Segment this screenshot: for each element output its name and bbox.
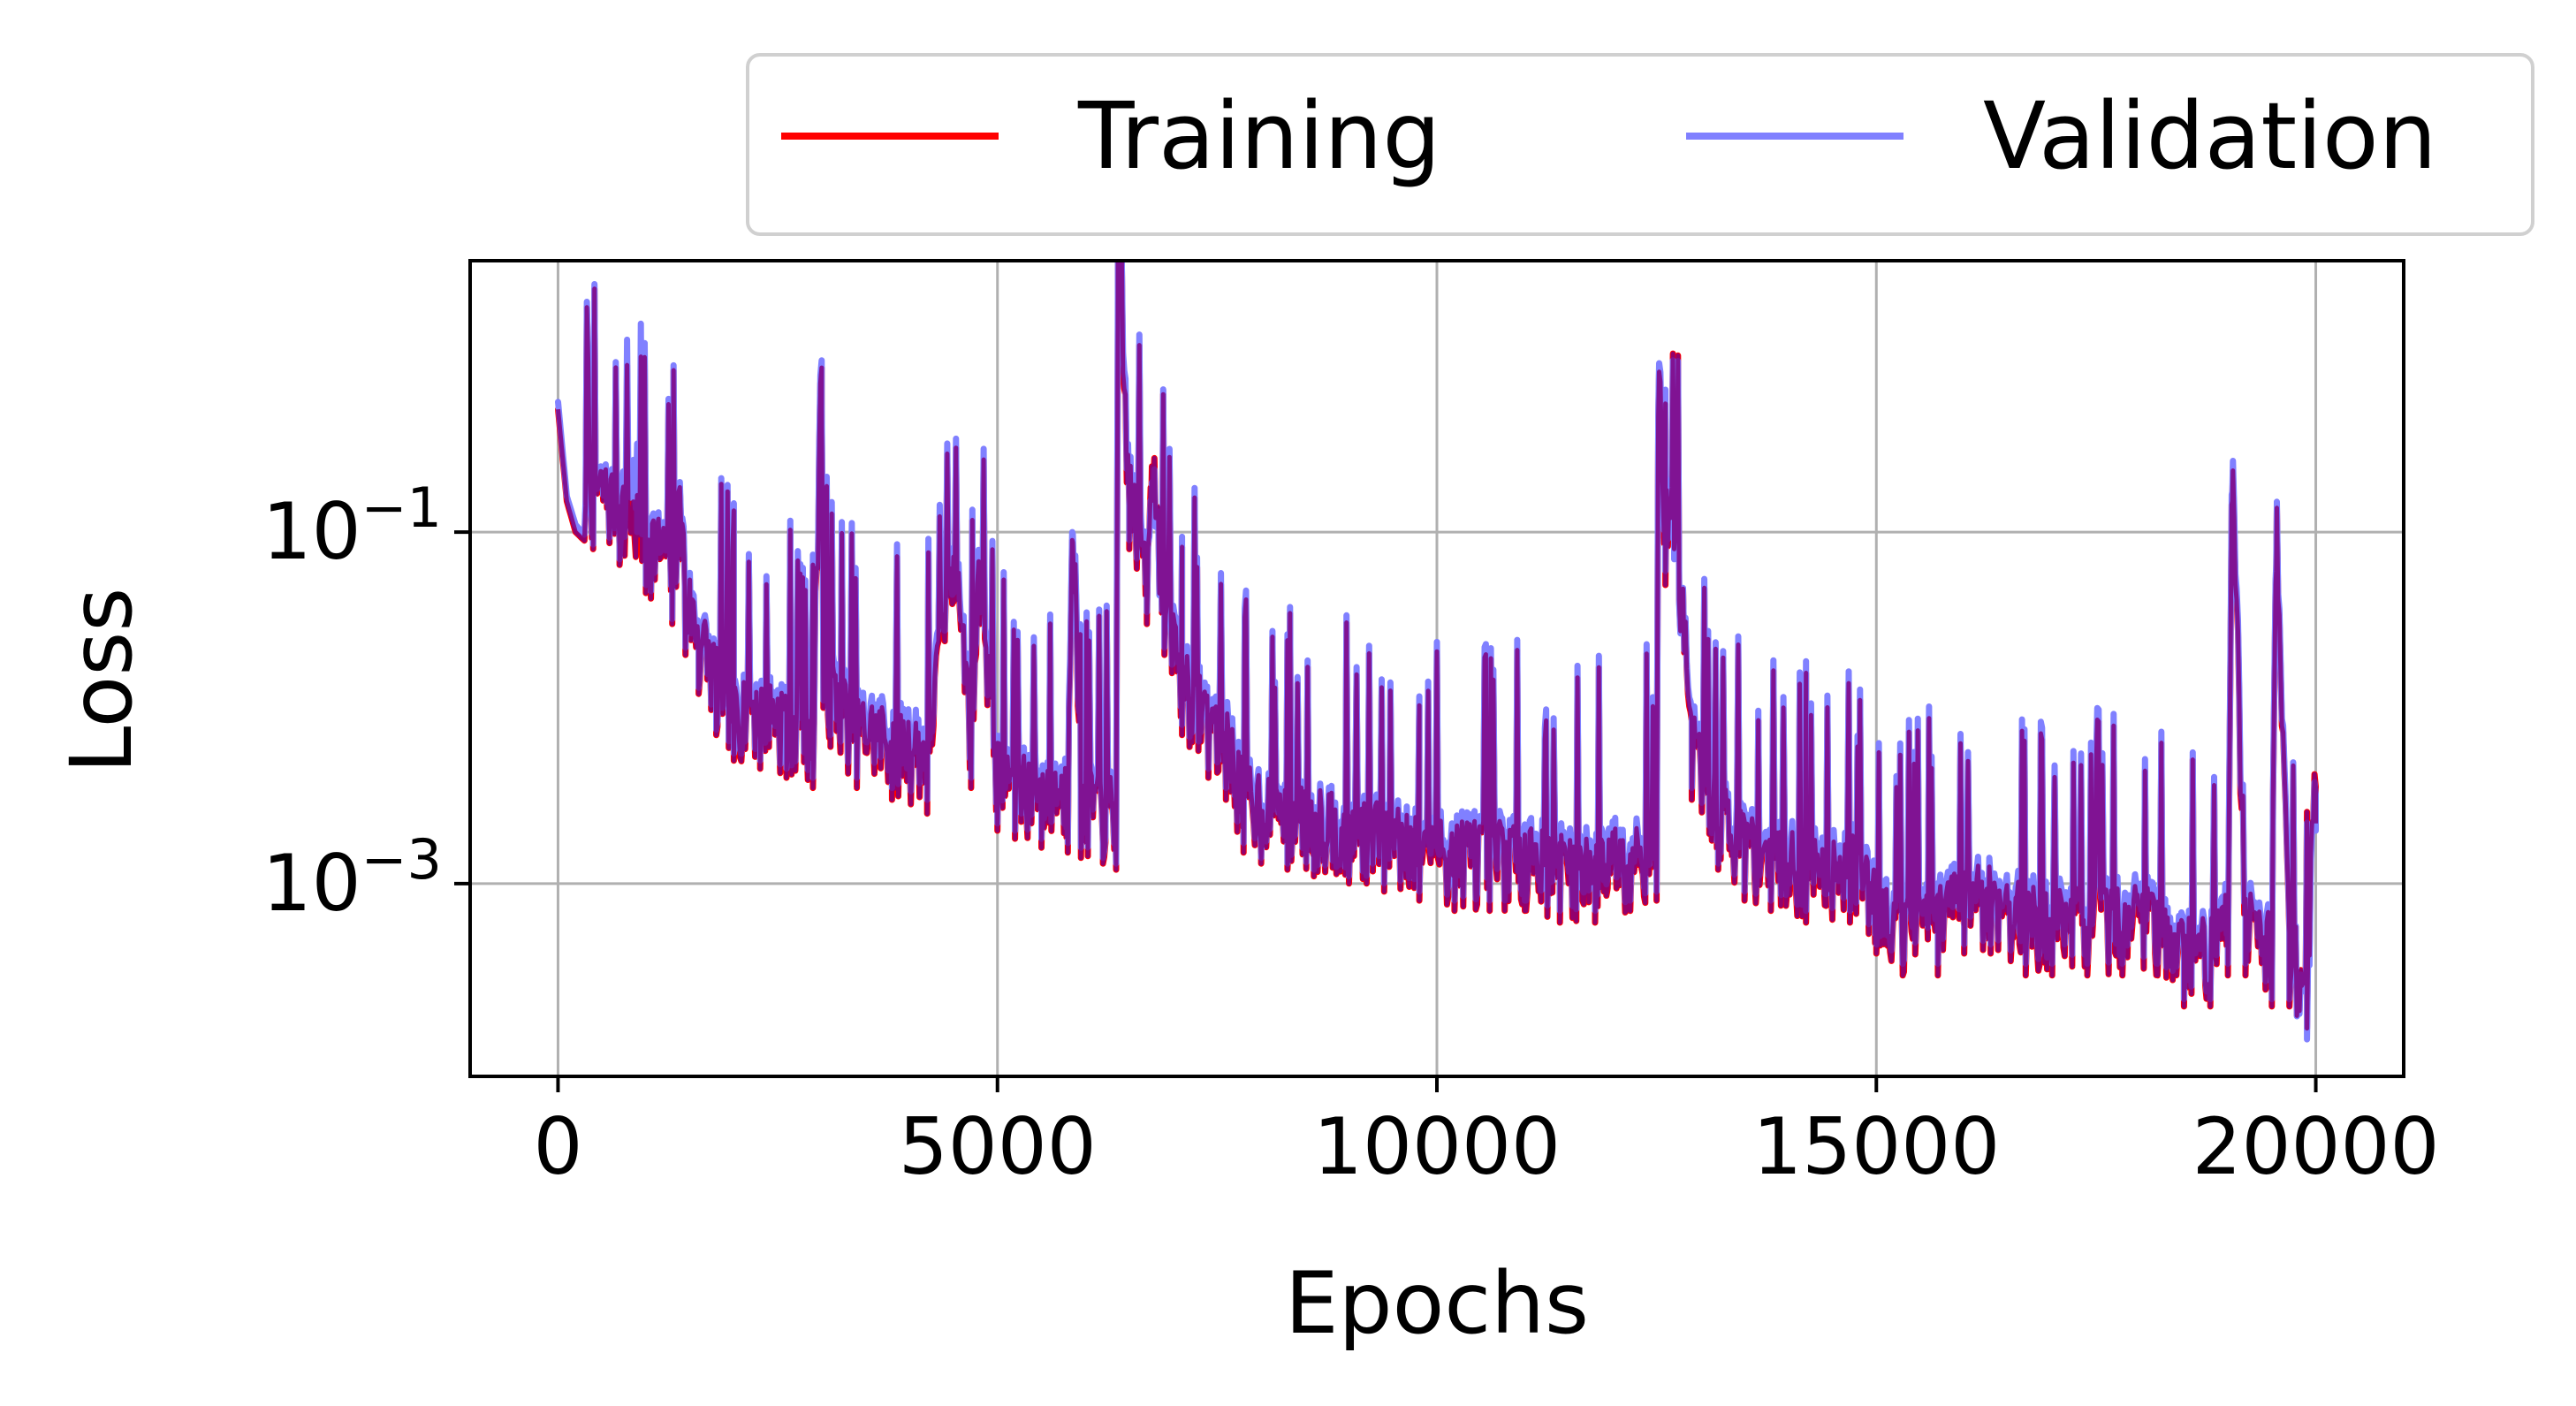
legend-frame — [746, 53, 2534, 236]
x-axis-label: Epochs — [1285, 1254, 1589, 1353]
x-axis-ticks: 0 5000 10000 15000 20000 — [533, 1076, 2440, 1192]
x-tick-label: 15000 — [1752, 1101, 2000, 1192]
x-tick-label: 0 — [533, 1101, 582, 1192]
series-overlap — [556, 261, 2318, 1031]
legend-label-validation: Validation — [1983, 82, 2437, 190]
y-tick-label: 10−3 — [262, 827, 442, 929]
y-axis-label: Loss — [52, 588, 151, 774]
y-axis-ticks: 10−1 10−3 — [262, 475, 470, 929]
legend: Training Validation — [746, 53, 2534, 236]
y-tick-label: 10−1 — [262, 475, 442, 577]
x-tick-label: 20000 — [2192, 1101, 2440, 1192]
x-tick-label: 10000 — [1313, 1101, 1561, 1192]
series-overlap-line — [556, 261, 2318, 1031]
legend-label-training: Training — [1077, 82, 1440, 190]
x-tick-label: 5000 — [899, 1101, 1097, 1192]
